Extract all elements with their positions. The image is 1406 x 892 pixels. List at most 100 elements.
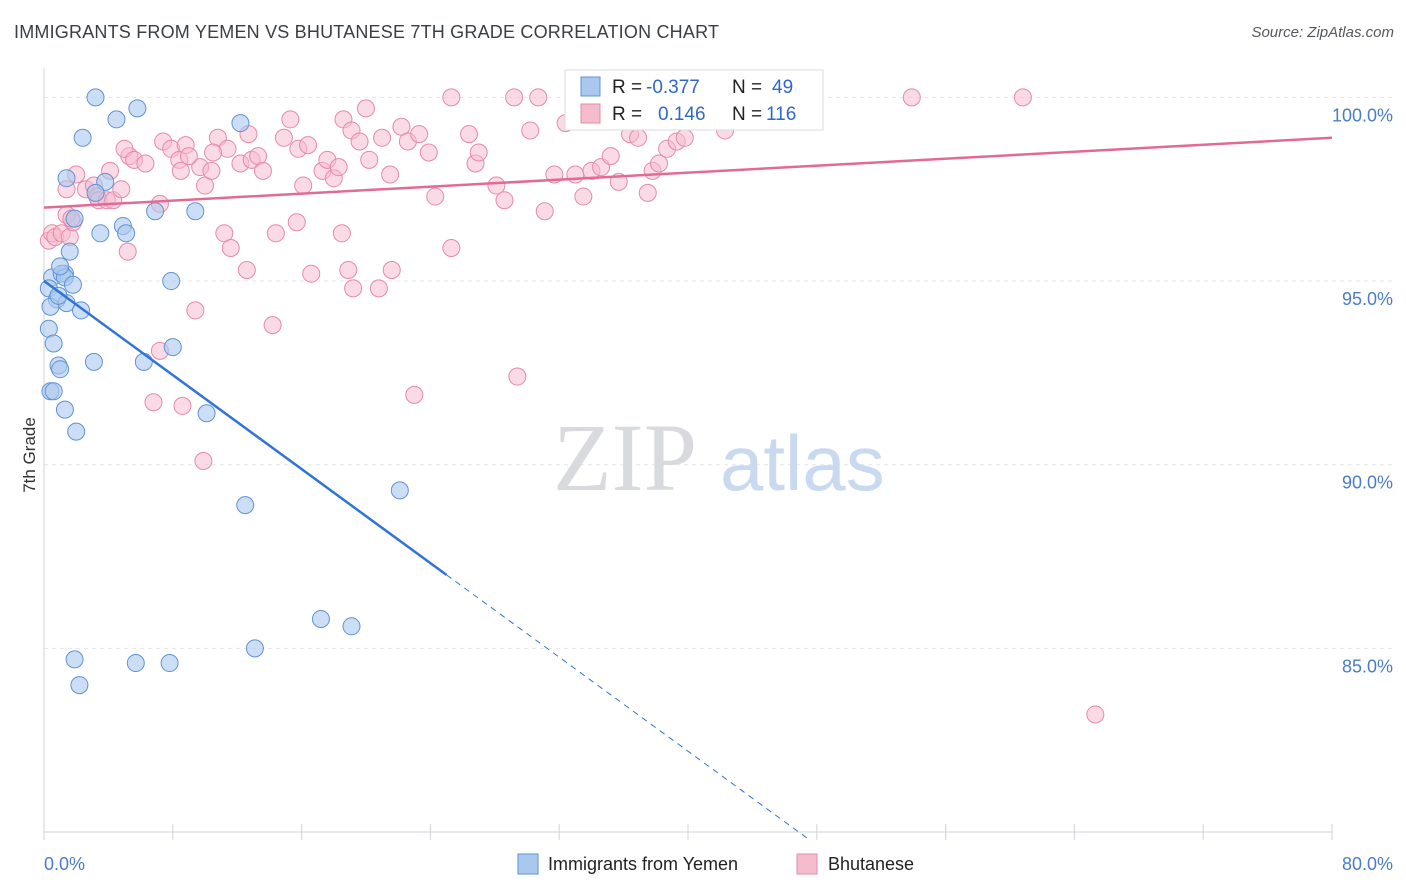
yemen-point [126, 654, 145, 673]
yemen-point [55, 400, 74, 419]
yemen-point [86, 88, 105, 107]
yemen-point [65, 650, 84, 669]
watermark-zip: ZIP [553, 404, 697, 511]
yemen-point [311, 609, 330, 628]
yemen-point [162, 272, 181, 291]
bhutanese-point [902, 88, 921, 107]
bhutanese-point [1086, 705, 1105, 724]
yemen-point [134, 352, 153, 371]
series-legend: Immigrants from Yemen Bhutanese [517, 853, 914, 875]
bhutanese-point [508, 367, 527, 386]
bhutanese-point [266, 224, 285, 243]
series-yemen-points [39, 88, 409, 695]
bhutanese-point [287, 213, 306, 232]
yemen-point [44, 334, 63, 353]
y-tick-label: 90.0% [1342, 473, 1393, 493]
legend-r-value-1: -0.377 [646, 77, 700, 98]
bhutanese-point [171, 161, 190, 180]
legend-swatch-yemen [580, 76, 601, 97]
x-ticks [43, 824, 1333, 840]
chart-title: IMMIGRANTS FROM YEMEN VS BHUTANESE 7TH G… [14, 22, 720, 42]
yemen-point [44, 382, 63, 401]
yemen-point [63, 275, 82, 294]
y-axis-label: 7th Grade [20, 417, 39, 493]
bhutanese-point [357, 99, 375, 118]
yemen-point [390, 481, 409, 500]
bhutanese-point [253, 161, 272, 180]
yemen-point [128, 99, 147, 118]
legend-r-value-2: 0.146 [658, 104, 706, 125]
yemen-point [163, 338, 182, 357]
bhutanese-point [373, 128, 392, 147]
bhutanese-point [274, 128, 293, 147]
bhutanese-point [173, 396, 192, 415]
yemen-trend-line [43, 280, 448, 576]
y-tick-label: 85.0% [1342, 656, 1393, 676]
bhutanese-point [601, 147, 620, 166]
yemen-point [73, 128, 92, 147]
yemen-point [49, 286, 68, 305]
yemen-point [186, 202, 205, 221]
bhutanese-point [204, 143, 223, 162]
chart-source: Source: ZipAtlas.com [1251, 24, 1394, 41]
yemen-point [51, 360, 70, 379]
legend-r-label-1: R = [612, 77, 642, 98]
bhutanese-point [112, 180, 131, 199]
bhutanese-point [302, 264, 321, 283]
yemen-point [67, 422, 86, 441]
bhutanese-point [650, 154, 669, 173]
legend-box [564, 69, 824, 131]
yemen-point [70, 676, 89, 695]
legend-swatch-bhutanese [580, 103, 601, 124]
bhutanese-point [566, 165, 585, 184]
bhutanese-trend-line [43, 136, 1333, 209]
bhutanese-point [469, 143, 488, 162]
bhutanese-point [381, 165, 400, 184]
bhutanese-point [487, 176, 506, 195]
bhutanese-point [529, 88, 548, 107]
bhutanese-point [460, 125, 479, 144]
stats-legend: R = -0.377 N = 49 R = 0.146 N = 116 [564, 69, 824, 131]
yemen-point [342, 617, 361, 636]
bhutanese-point [332, 224, 351, 243]
bhutanese-point [419, 143, 438, 162]
bhutanese-point [521, 121, 540, 140]
series-legend-label-bhutanese: Bhutanese [828, 854, 914, 874]
bhutanese-point [263, 316, 282, 335]
bhutanese-point [535, 202, 554, 221]
y-tick-labels: 85.0% 90.0% 95.0% 100.0% [1332, 105, 1393, 676]
bhutanese-point [329, 158, 348, 177]
series-legend-swatch-yemen [517, 853, 539, 875]
bhutanese-point [442, 238, 461, 257]
yemen-point [197, 404, 216, 423]
yemen-point [236, 496, 255, 515]
bhutanese-point [405, 385, 424, 404]
legend-n-value-2: 116 [766, 104, 796, 125]
yemen-point [51, 257, 70, 276]
y-tick-label: 95.0% [1342, 289, 1393, 309]
gridlines [44, 96, 1394, 649]
series-legend-label-yemen: Immigrants from Yemen [548, 854, 738, 874]
watermark: ZIP atlas [553, 404, 885, 511]
yemen-point [86, 183, 105, 202]
bhutanese-point [629, 128, 648, 147]
bhutanese-point [369, 279, 388, 298]
watermark-atlas: atlas [720, 419, 885, 507]
legend-r-label-2: R = [612, 104, 642, 125]
bhutanese-point [144, 393, 163, 412]
bhutanese-point [294, 176, 313, 195]
yemen-point [91, 224, 110, 243]
bhutanese-point [221, 238, 240, 257]
bhutanese-point [442, 88, 461, 107]
yemen-point [146, 202, 165, 221]
y-tick-label: 100.0% [1332, 105, 1393, 125]
yemen-point [245, 639, 264, 658]
series-bhutanese-points [39, 88, 1105, 724]
bhutanese-point [202, 161, 221, 180]
bhutanese-point [179, 147, 198, 166]
yemen-point [57, 169, 76, 188]
bhutanese-point [505, 88, 524, 107]
yemen-trend-extension [446, 574, 810, 840]
bhutanese-point [638, 183, 657, 202]
